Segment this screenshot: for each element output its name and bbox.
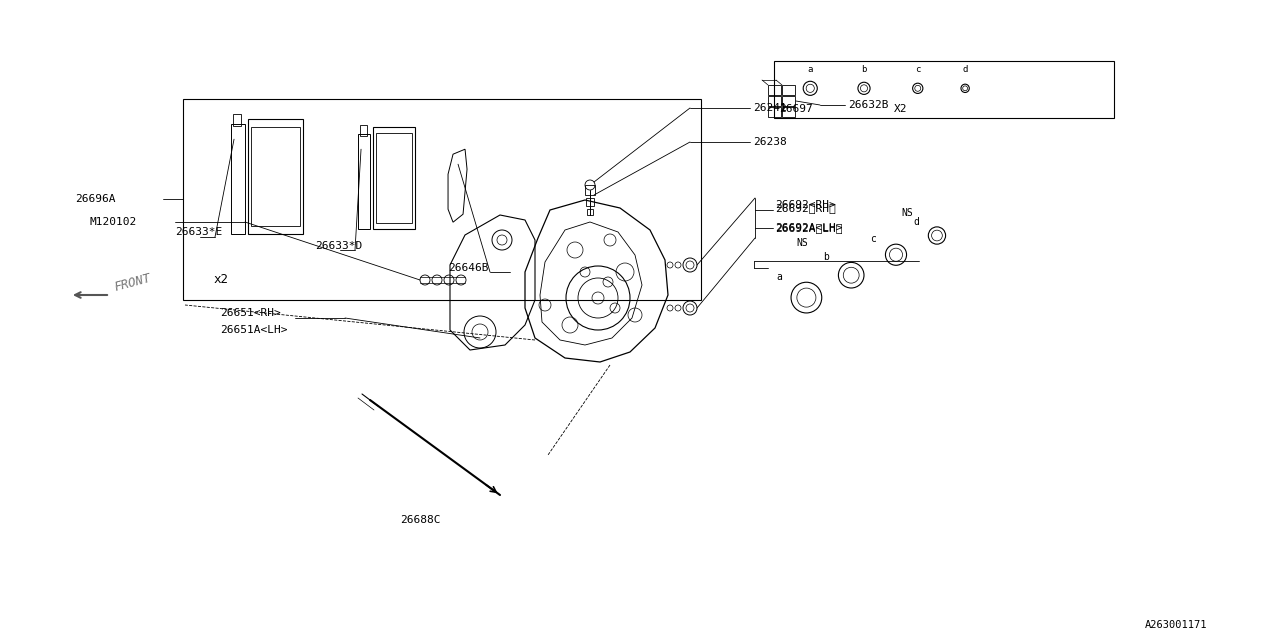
Text: 26633*E: 26633*E xyxy=(175,227,223,237)
Bar xyxy=(774,61,1114,118)
Bar xyxy=(360,125,367,136)
Bar xyxy=(376,133,412,223)
Bar xyxy=(782,85,795,95)
Bar xyxy=(358,134,370,229)
Text: NS: NS xyxy=(796,237,808,248)
Bar xyxy=(768,107,781,117)
Bar xyxy=(782,107,795,117)
Text: d: d xyxy=(963,65,968,74)
Text: 26696A: 26696A xyxy=(76,195,115,204)
Bar xyxy=(782,96,795,106)
Text: A263001171: A263001171 xyxy=(1146,620,1207,630)
Text: c: c xyxy=(915,65,920,74)
Text: 26697: 26697 xyxy=(780,104,813,115)
Bar xyxy=(233,114,241,126)
Text: 26692〈RH〉: 26692〈RH〉 xyxy=(774,203,836,213)
Bar xyxy=(183,99,701,300)
Text: 26633*D: 26633*D xyxy=(315,241,362,251)
Bar xyxy=(251,127,300,226)
Bar xyxy=(768,96,781,106)
Text: x2: x2 xyxy=(212,273,228,286)
Text: a: a xyxy=(808,65,813,74)
Bar xyxy=(248,119,303,234)
Bar xyxy=(768,85,781,95)
Text: 26692A〈LH〉: 26692A〈LH〉 xyxy=(774,223,842,233)
Bar xyxy=(585,185,595,195)
Text: 26646B: 26646B xyxy=(448,263,489,273)
Bar xyxy=(230,124,244,234)
Text: 26692<RH>: 26692<RH> xyxy=(774,200,836,210)
Text: c: c xyxy=(870,234,877,244)
Text: FRONT: FRONT xyxy=(113,272,152,294)
Text: M120102: M120102 xyxy=(90,217,137,227)
Text: a: a xyxy=(776,272,782,282)
Text: X2: X2 xyxy=(895,104,908,115)
Text: d: d xyxy=(914,217,919,227)
Text: b: b xyxy=(823,252,829,262)
Text: 26651<RH>: 26651<RH> xyxy=(220,308,280,318)
Bar xyxy=(588,209,593,215)
Text: 26692A<LH>: 26692A<LH> xyxy=(774,223,842,233)
Text: 26241: 26241 xyxy=(753,103,787,113)
Text: 26651A<LH>: 26651A<LH> xyxy=(220,325,288,335)
Bar xyxy=(372,127,415,229)
Text: 26688C: 26688C xyxy=(399,515,440,525)
Bar xyxy=(586,198,594,206)
Text: 26632B: 26632B xyxy=(849,100,888,110)
Text: 26238: 26238 xyxy=(753,137,787,147)
Text: b: b xyxy=(861,65,867,74)
Text: NS: NS xyxy=(901,208,913,218)
